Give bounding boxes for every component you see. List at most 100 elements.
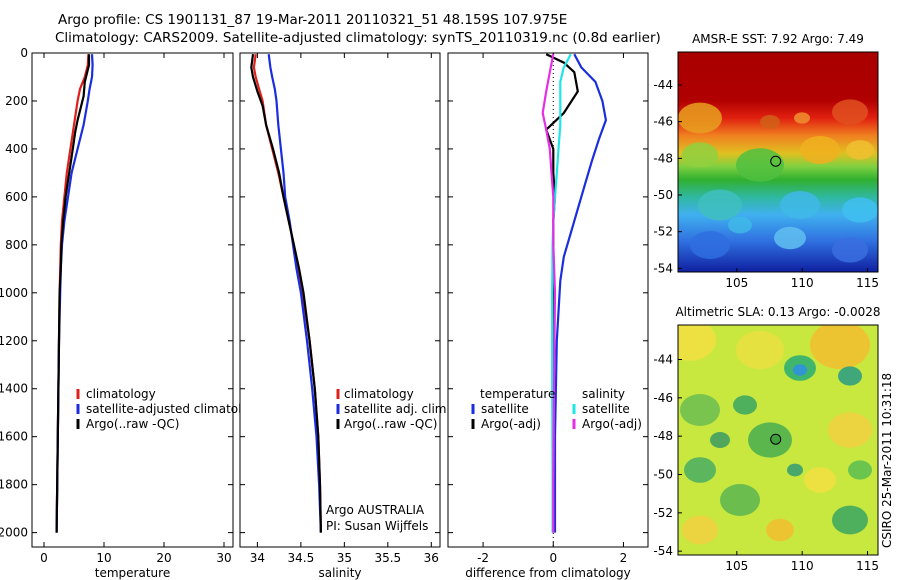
series-line-3 — [541, 53, 557, 533]
x-tick-label: 34.5 — [288, 551, 315, 565]
sla-patch — [804, 467, 836, 493]
legend-label: climatology — [86, 387, 156, 401]
series-line-2 — [55, 54, 91, 533]
x-tick-label: 35 — [337, 551, 352, 565]
legend-heading-temperature: temperature — [480, 387, 555, 401]
sst-patch — [800, 136, 840, 164]
sst-patch — [846, 140, 874, 160]
sla-patch — [848, 460, 872, 480]
panel-temperature: 0 10 20 30 0 200 400 600 800 1000 1200 1400 1600 1800… — [0, 46, 264, 580]
y-tick-label: 1800 — [0, 478, 28, 492]
argo-float-marker — [770, 155, 782, 167]
y-tick-label: -48 — [653, 151, 673, 165]
y-tick-label: -44 — [653, 78, 673, 92]
x-tick-label: 20 — [156, 551, 171, 565]
x-axis-label: salinity — [318, 566, 361, 580]
sla-patch — [828, 412, 872, 448]
series-line-2 — [250, 54, 322, 533]
x-tick-label: 30 — [216, 551, 231, 565]
argo-float-marker — [770, 433, 782, 445]
credit-stamp: CSIRO 25-Mar-2011 10:31:18 — [880, 372, 894, 548]
series-line-1 — [267, 54, 322, 533]
sla-patch — [678, 325, 716, 361]
sla-patch — [684, 457, 716, 483]
y-tick-label: 200 — [5, 94, 28, 108]
x-tick-label: 35.5 — [374, 551, 401, 565]
sla-patch — [787, 463, 803, 477]
legend-label: satellite — [481, 402, 529, 416]
sla-patch — [682, 515, 718, 545]
y-tick-label: -54 — [653, 261, 673, 275]
map-frame — [677, 324, 879, 556]
y-tick-label: -44 — [653, 353, 673, 367]
sla-patch — [793, 364, 807, 376]
x-tick-label: 0 — [549, 551, 557, 565]
sla-patch — [832, 505, 868, 535]
sst-patch — [780, 191, 820, 219]
sla-patch — [810, 325, 870, 369]
series-line-0 — [553, 53, 608, 533]
y-tick-label: 1000 — [0, 286, 28, 300]
sla-patch — [838, 366, 862, 386]
legend-label: Argo(-adj) — [481, 417, 541, 431]
y-tick-label: -50 — [653, 188, 673, 202]
panel-sst-map: 105 110 115 -44 -46 -48 -50 -52 -54 AMSR-E SST: 7… — [653, 32, 879, 290]
y-tick-label: 800 — [5, 238, 28, 252]
y-tick-label: -48 — [653, 429, 673, 443]
y-tick-label: 2000 — [0, 526, 28, 540]
x-tick-label: 2 — [620, 551, 628, 565]
sst-patch — [760, 115, 780, 129]
legend-label: satellite-adjusted climatology — [86, 402, 264, 416]
plot-frame — [239, 52, 441, 548]
sst-patch — [736, 148, 784, 182]
sst-patch — [682, 142, 718, 168]
sla-patch — [710, 432, 730, 448]
y-tick-label: 1200 — [0, 334, 28, 348]
legend-label: satellite adj. clim. — [344, 402, 450, 416]
y-tick-label: 600 — [5, 190, 28, 204]
map-title: Altimetric SLA: 0.13 Argo: -0.0028 — [675, 305, 880, 319]
sst-patch — [690, 231, 730, 259]
x-tick-label: 34 — [250, 551, 265, 565]
y-tick-label: -46 — [653, 391, 673, 405]
sst-patch — [774, 226, 806, 250]
y-tick-label: 400 — [5, 142, 28, 156]
sst-patch — [698, 189, 742, 221]
y-tick-label: -52 — [653, 225, 673, 239]
y-tick-label: -46 — [653, 115, 673, 129]
y-tick-label: -52 — [653, 506, 673, 520]
x-tick-label: -2 — [477, 551, 489, 565]
x-tick-label: 115 — [856, 276, 879, 290]
map-title: AMSR-E SST: 7.92 Argo: 7.49 — [692, 32, 864, 46]
annotation-pi: PI: Susan Wijffels — [326, 519, 428, 533]
legend-label: satellite — [582, 402, 630, 416]
x-tick-label: 105 — [725, 276, 748, 290]
sla-patch — [766, 518, 794, 542]
annotation-programme: Argo AUSTRALIA — [326, 503, 425, 517]
plot-frame — [31, 52, 234, 548]
y-tick-label: 0 — [20, 46, 28, 60]
sst-patch — [794, 112, 810, 124]
sst-patch — [678, 102, 722, 134]
sla-patch — [720, 484, 760, 516]
x-tick-label: 10 — [96, 551, 111, 565]
series-line-2 — [551, 53, 572, 533]
panel-sla-map: 105 110 115 -44 -46 -48 -50 -52 -54 Altimetric SL… — [653, 305, 880, 573]
x-tick-label: 0 — [40, 551, 48, 565]
x-tick-label: 110 — [791, 559, 814, 573]
legend-label: climatology — [344, 387, 414, 401]
y-tick-label: -54 — [653, 544, 673, 558]
sla-patch — [733, 395, 757, 415]
x-tick-label: 36 — [424, 551, 439, 565]
x-tick-label: 105 — [725, 559, 748, 573]
y-tick-label: -50 — [653, 468, 673, 482]
x-axis-label: difference from climatology — [465, 566, 631, 580]
sla-patch — [680, 394, 720, 426]
map-frame — [677, 51, 879, 273]
sla-patch — [736, 330, 784, 370]
y-tick-label: 1400 — [0, 382, 28, 396]
x-tick-label: 110 — [791, 276, 814, 290]
legend-label: Argo(..raw -QC) — [344, 417, 437, 431]
